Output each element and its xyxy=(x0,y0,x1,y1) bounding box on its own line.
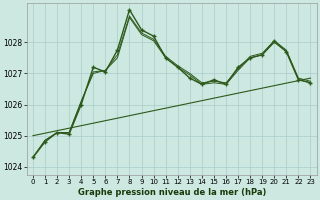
X-axis label: Graphe pression niveau de la mer (hPa): Graphe pression niveau de la mer (hPa) xyxy=(77,188,266,197)
